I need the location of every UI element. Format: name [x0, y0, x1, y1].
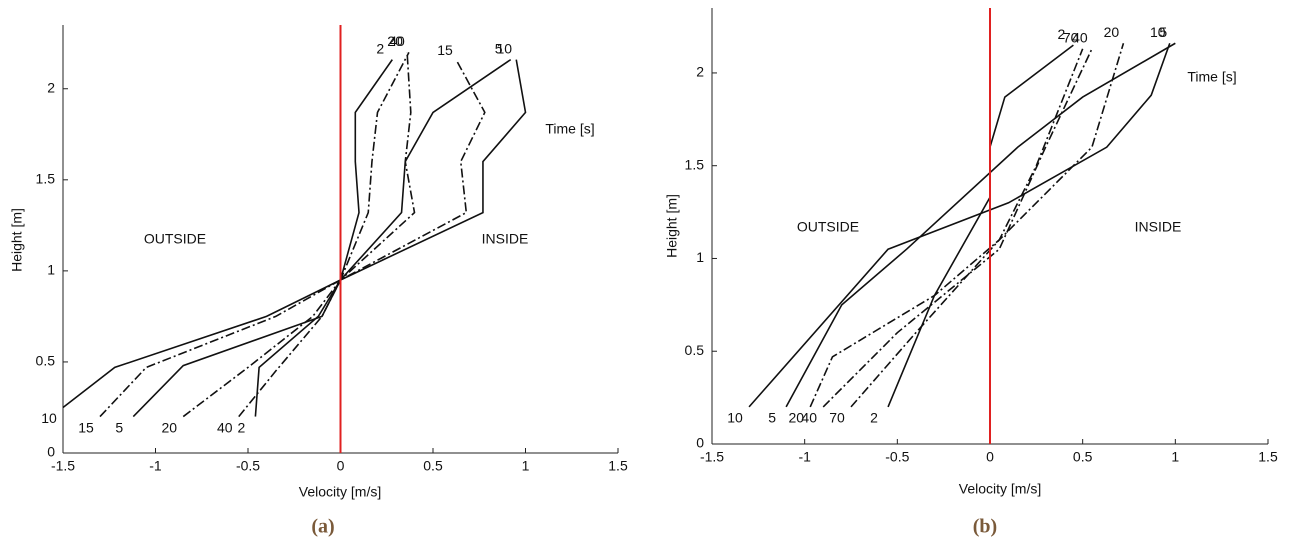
series-label: 2 [376, 40, 384, 56]
series-label: 20 [161, 419, 177, 435]
y-tick-label: 1 [696, 249, 704, 265]
legend-title: Time [s] [1187, 69, 1236, 85]
x-tick-label: 1 [1171, 449, 1179, 465]
series-label: 20 [1104, 24, 1120, 40]
series-label: 5 [768, 410, 776, 426]
profile-line [748, 42, 1171, 408]
caption: (b) [973, 516, 997, 538]
profile-line [132, 58, 512, 418]
y-axis-title: Height [m] [9, 208, 25, 272]
series-label: 5 [115, 419, 123, 435]
series-label: 10 [41, 410, 57, 426]
x-tick-label: 0 [337, 458, 345, 474]
y-axis-title: Height [m] [664, 194, 680, 258]
profile-line [822, 48, 1093, 408]
y-tick-label: 0.5 [685, 342, 705, 358]
profile-line [254, 59, 393, 417]
x-tick-label: -1.5 [51, 458, 75, 474]
y-tick-label: 1 [47, 262, 55, 278]
series-label: 40 [217, 419, 233, 435]
series-label: 2 [1058, 26, 1066, 42]
x-tick-label: 0.5 [1073, 449, 1093, 465]
x-tick-label: 1.5 [1258, 449, 1278, 465]
y-tick-label: 0 [696, 435, 704, 451]
profile-line [62, 59, 527, 409]
legend-title: Time [s] [545, 121, 594, 137]
series-label: 40 [389, 33, 405, 49]
caption: (a) [311, 516, 334, 538]
annotation: INSIDE [1135, 219, 1182, 235]
annotation: OUTSIDE [797, 219, 859, 235]
profile-line [238, 51, 410, 418]
x-axis-title: Velocity [m/s] [299, 484, 381, 500]
profile-line [850, 48, 1084, 408]
series-label: 15 [78, 419, 94, 435]
x-tick-label: 1 [522, 458, 530, 474]
y-tick-label: 2 [696, 64, 704, 80]
profile-line [887, 44, 1074, 408]
series-label: 10 [496, 40, 512, 56]
series-label: 40 [1072, 30, 1088, 46]
y-tick-label: 1.5 [685, 156, 705, 172]
series-label: 70 [1063, 30, 1079, 46]
series-label: 2 [238, 419, 246, 435]
annotation: OUTSIDE [144, 231, 206, 247]
profile-line [785, 42, 1176, 408]
series-label: 10 [1150, 24, 1166, 40]
x-tick-label: 0.5 [423, 458, 443, 474]
y-tick-label: 1.5 [36, 171, 56, 187]
annotation: INSIDE [482, 231, 529, 247]
series-label: 15 [437, 42, 453, 58]
x-tick-label: 0 [986, 449, 994, 465]
profile-line [99, 61, 486, 418]
x-tick-label: -1 [798, 449, 811, 465]
y-tick-label: 0 [47, 444, 55, 460]
series-label: 70 [829, 410, 845, 426]
y-tick-label: 0.5 [36, 353, 56, 369]
x-tick-label: -1 [149, 458, 162, 474]
series-label: 20 [387, 33, 403, 49]
x-tick-label: -1.5 [700, 449, 724, 465]
series-label: 5 [495, 40, 503, 56]
x-axis-title: Velocity [m/s] [959, 481, 1041, 497]
x-tick-label: -0.5 [885, 449, 909, 465]
series-label: 5 [1159, 24, 1167, 40]
series-label: 2 [870, 410, 878, 426]
series-label: 40 [801, 410, 817, 426]
x-tick-label: 1.5 [608, 458, 628, 474]
y-tick-label: 2 [47, 79, 55, 95]
series-label: 10 [727, 410, 743, 426]
series-label: 20 [788, 410, 804, 426]
profile-line [182, 52, 416, 418]
x-tick-label: -0.5 [236, 458, 260, 474]
profile-line [809, 43, 1125, 408]
